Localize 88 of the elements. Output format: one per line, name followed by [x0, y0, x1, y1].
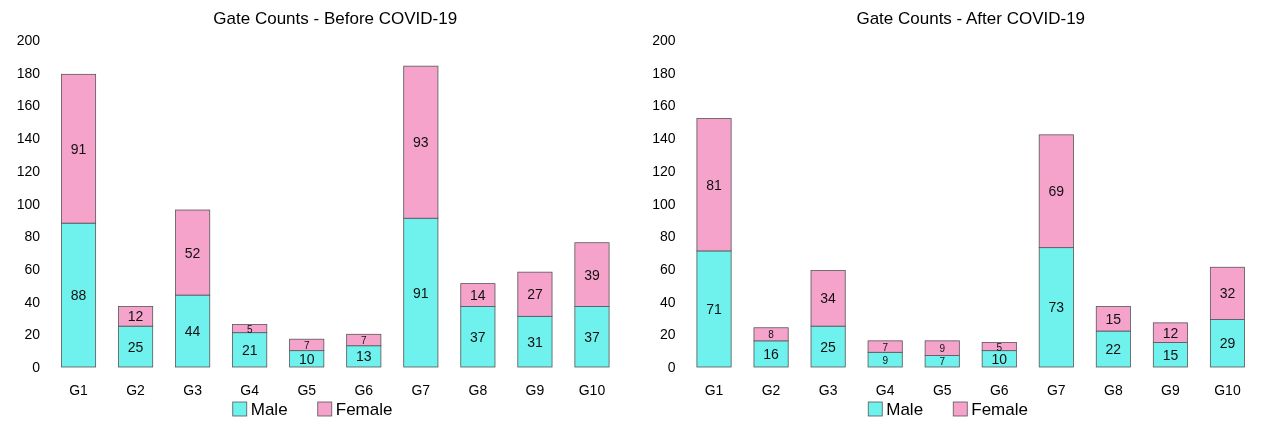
data-label: 91: [70, 140, 87, 157]
data-label: 12: [1162, 324, 1179, 341]
x-tick-label: G4: [240, 382, 260, 398]
y-tick-label: 60: [24, 260, 41, 277]
data-label: 22: [1105, 341, 1122, 358]
y-tick-label: 100: [16, 195, 41, 212]
data-label: 10: [991, 350, 1008, 367]
y-tick-label: 140: [652, 130, 676, 147]
x-tick-label: G9: [1161, 382, 1180, 398]
data-label: 13: [355, 348, 372, 365]
data-label: 31: [527, 333, 543, 350]
x-tick-label: G1: [704, 382, 724, 398]
data-label: 15: [1105, 310, 1122, 327]
y-tick-label: 0: [32, 359, 41, 375]
y-tick-label: 180: [652, 64, 676, 81]
data-label: 16: [763, 345, 780, 362]
data-label: 37: [470, 328, 486, 345]
y-tick-label: 120: [16, 162, 41, 179]
data-label: 44: [184, 323, 201, 340]
data-label: 37: [584, 328, 600, 345]
data-label: 9: [939, 343, 946, 355]
x-tick-label: G2: [761, 382, 781, 398]
data-label: 7: [939, 356, 946, 368]
x-tick-label: G9: [525, 382, 545, 398]
data-label: 7: [882, 341, 889, 353]
x-tick-label: G1: [69, 382, 89, 398]
legend-label: Female: [335, 400, 393, 419]
data-label: 5: [246, 323, 253, 335]
legend-label: Male: [886, 400, 924, 419]
data-label: 12: [127, 308, 144, 325]
y-tick-label: 200: [652, 32, 676, 48]
x-tick-label: G10: [1214, 382, 1241, 398]
y-tick-label: 160: [16, 97, 41, 114]
x-tick-label: G7: [1046, 382, 1066, 398]
data-label: 10: [298, 350, 315, 367]
data-label: 32: [1219, 285, 1236, 302]
y-tick-label: 20: [24, 326, 41, 343]
data-label: 9: [882, 354, 889, 366]
data-label: 27: [527, 286, 543, 303]
data-label: 88: [70, 287, 87, 304]
y-tick-label: 160: [652, 97, 676, 114]
x-tick-label: G8: [1104, 382, 1123, 398]
legend-label: Male: [250, 400, 288, 419]
x-tick-label: G6: [989, 382, 1009, 398]
y-tick-label: 20: [659, 326, 676, 343]
data-label: 25: [820, 338, 837, 355]
y-tick-label: 140: [16, 130, 41, 147]
x-tick-label: G10: [578, 382, 606, 398]
x-tick-label: G3: [183, 382, 203, 398]
x-tick-label: G4: [875, 382, 895, 398]
x-tick-label: G6: [354, 382, 374, 398]
y-tick-label: 80: [659, 228, 676, 245]
x-tick-label: G2: [126, 382, 146, 398]
data-label: 69: [1048, 183, 1065, 200]
y-tick-label: 200: [16, 32, 41, 48]
y-tick-label: 40: [24, 293, 41, 310]
y-tick-label: 80: [24, 228, 41, 245]
y-tick-label: 120: [652, 162, 676, 179]
data-label: 8: [768, 329, 775, 341]
chart-title: Gate Counts - Before COVID-19: [213, 9, 458, 28]
data-label: 15: [1162, 346, 1179, 363]
data-label: 7: [360, 335, 367, 347]
y-tick-label: 100: [652, 195, 676, 212]
y-tick-label: 40: [659, 293, 676, 310]
legend-label: Female: [971, 400, 1028, 419]
x-tick-label: G5: [297, 382, 317, 398]
x-tick-label: G8: [468, 382, 488, 398]
data-label: 93: [413, 134, 429, 151]
x-tick-label: G5: [932, 382, 952, 398]
data-label: 71: [706, 300, 723, 317]
chart-title: Gate Counts - After COVID-19: [856, 9, 1086, 28]
data-label: 21: [241, 341, 258, 358]
data-label: 91: [413, 284, 429, 301]
data-label: 81: [706, 176, 723, 193]
y-tick-label: 0: [667, 359, 676, 375]
data-label: 29: [1219, 335, 1236, 352]
x-tick-label: G3: [818, 382, 838, 398]
y-tick-label: 60: [659, 260, 676, 277]
data-label: 34: [820, 290, 837, 307]
data-label: 14: [470, 287, 486, 304]
data-label: 52: [184, 244, 201, 261]
y-tick-label: 180: [16, 64, 41, 81]
data-label: 5: [996, 341, 1003, 353]
data-label: 7: [303, 339, 310, 351]
data-label: 73: [1048, 299, 1065, 316]
data-label: 25: [127, 338, 144, 355]
x-tick-label: G7: [411, 382, 431, 398]
data-label: 39: [584, 266, 600, 283]
